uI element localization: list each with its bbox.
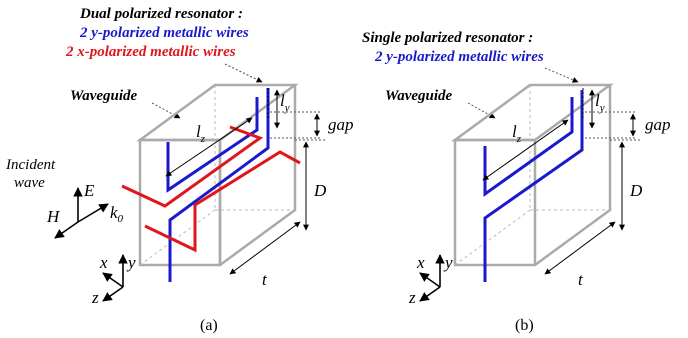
panel-a-x-axis-label: x [99, 253, 108, 272]
panel-b-lz-arrow [482, 119, 569, 181]
panel-a-incident-line1: Incident [5, 157, 56, 173]
panel-b-xyz-axes [419, 254, 445, 302]
panel-b-y-wires [483, 90, 584, 282]
panel-a: Dual polarized resonator : 2 y-polarized… [5, 6, 354, 334]
panel-a-t-label: t [262, 270, 268, 289]
panel-a-x-wire-back [144, 150, 301, 253]
panel-a-title-line3: 2 x-polarized metallic wires [65, 44, 236, 60]
panel-b-x-axis-label: x [416, 253, 425, 272]
panel-b-t-arrow [544, 221, 616, 275]
panel-a-title-line1: Dual polarized resonator : [79, 6, 243, 22]
panel-a-D-label: D [313, 181, 327, 200]
panel-b-z-axis-label: z [408, 288, 416, 307]
panel-b-title-line2: 2 y-polarized metallic wires [374, 49, 544, 65]
panel-b-lz-label: lz [512, 122, 522, 145]
panel-b-gap-label: gap [645, 115, 671, 134]
panel-a-title-line2: 2 y-polarized metallic wires [79, 25, 249, 41]
panel-b-ly-label: ly [595, 91, 605, 114]
panel-a-xyz-axes [102, 254, 128, 302]
panel-b-caption: (b) [515, 317, 534, 334]
panel-a-H-label: H [46, 207, 61, 226]
panel-a-k0-label: k0 [110, 203, 124, 225]
panel-a-title-pointer [224, 63, 263, 83]
panel-b-y-axis-label: y [443, 253, 453, 272]
panel-a-field-axes [54, 187, 109, 239]
panel-b-title-pointer [544, 67, 579, 83]
panel-b-waveguide-label: Waveguide [385, 88, 453, 104]
panel-b-D-label: D [629, 181, 643, 200]
panel-b-y-wire-top [483, 97, 574, 197]
panel-b-waveguide-pointer [467, 102, 496, 119]
panel-a-gap-label: gap [328, 115, 354, 134]
panel-b-y-wire-bottom [483, 90, 584, 282]
panel-a-incident-line2: wave [14, 175, 45, 191]
panel-a-waveguide-pointer [151, 102, 181, 119]
panel-a-ly-label: ly [280, 91, 290, 114]
panel-a-lz-label: lz [196, 122, 206, 145]
panel-a-E-label: E [83, 181, 95, 200]
panel-a-y-axis-label: y [126, 253, 136, 272]
panel-a-waveguide-label: Waveguide [70, 88, 138, 104]
panel-a-lz-arrow [165, 117, 253, 177]
panel-b-title-line1: Single polarized resonator : [362, 30, 533, 46]
panel-b-t-label: t [578, 270, 584, 289]
panel-a-caption: (a) [200, 317, 218, 334]
panel-a-t-arrow [229, 221, 301, 275]
panel-b: Single polarized resonator : 2 y-polariz… [362, 30, 671, 334]
panel-a-z-axis-label: z [91, 288, 99, 307]
